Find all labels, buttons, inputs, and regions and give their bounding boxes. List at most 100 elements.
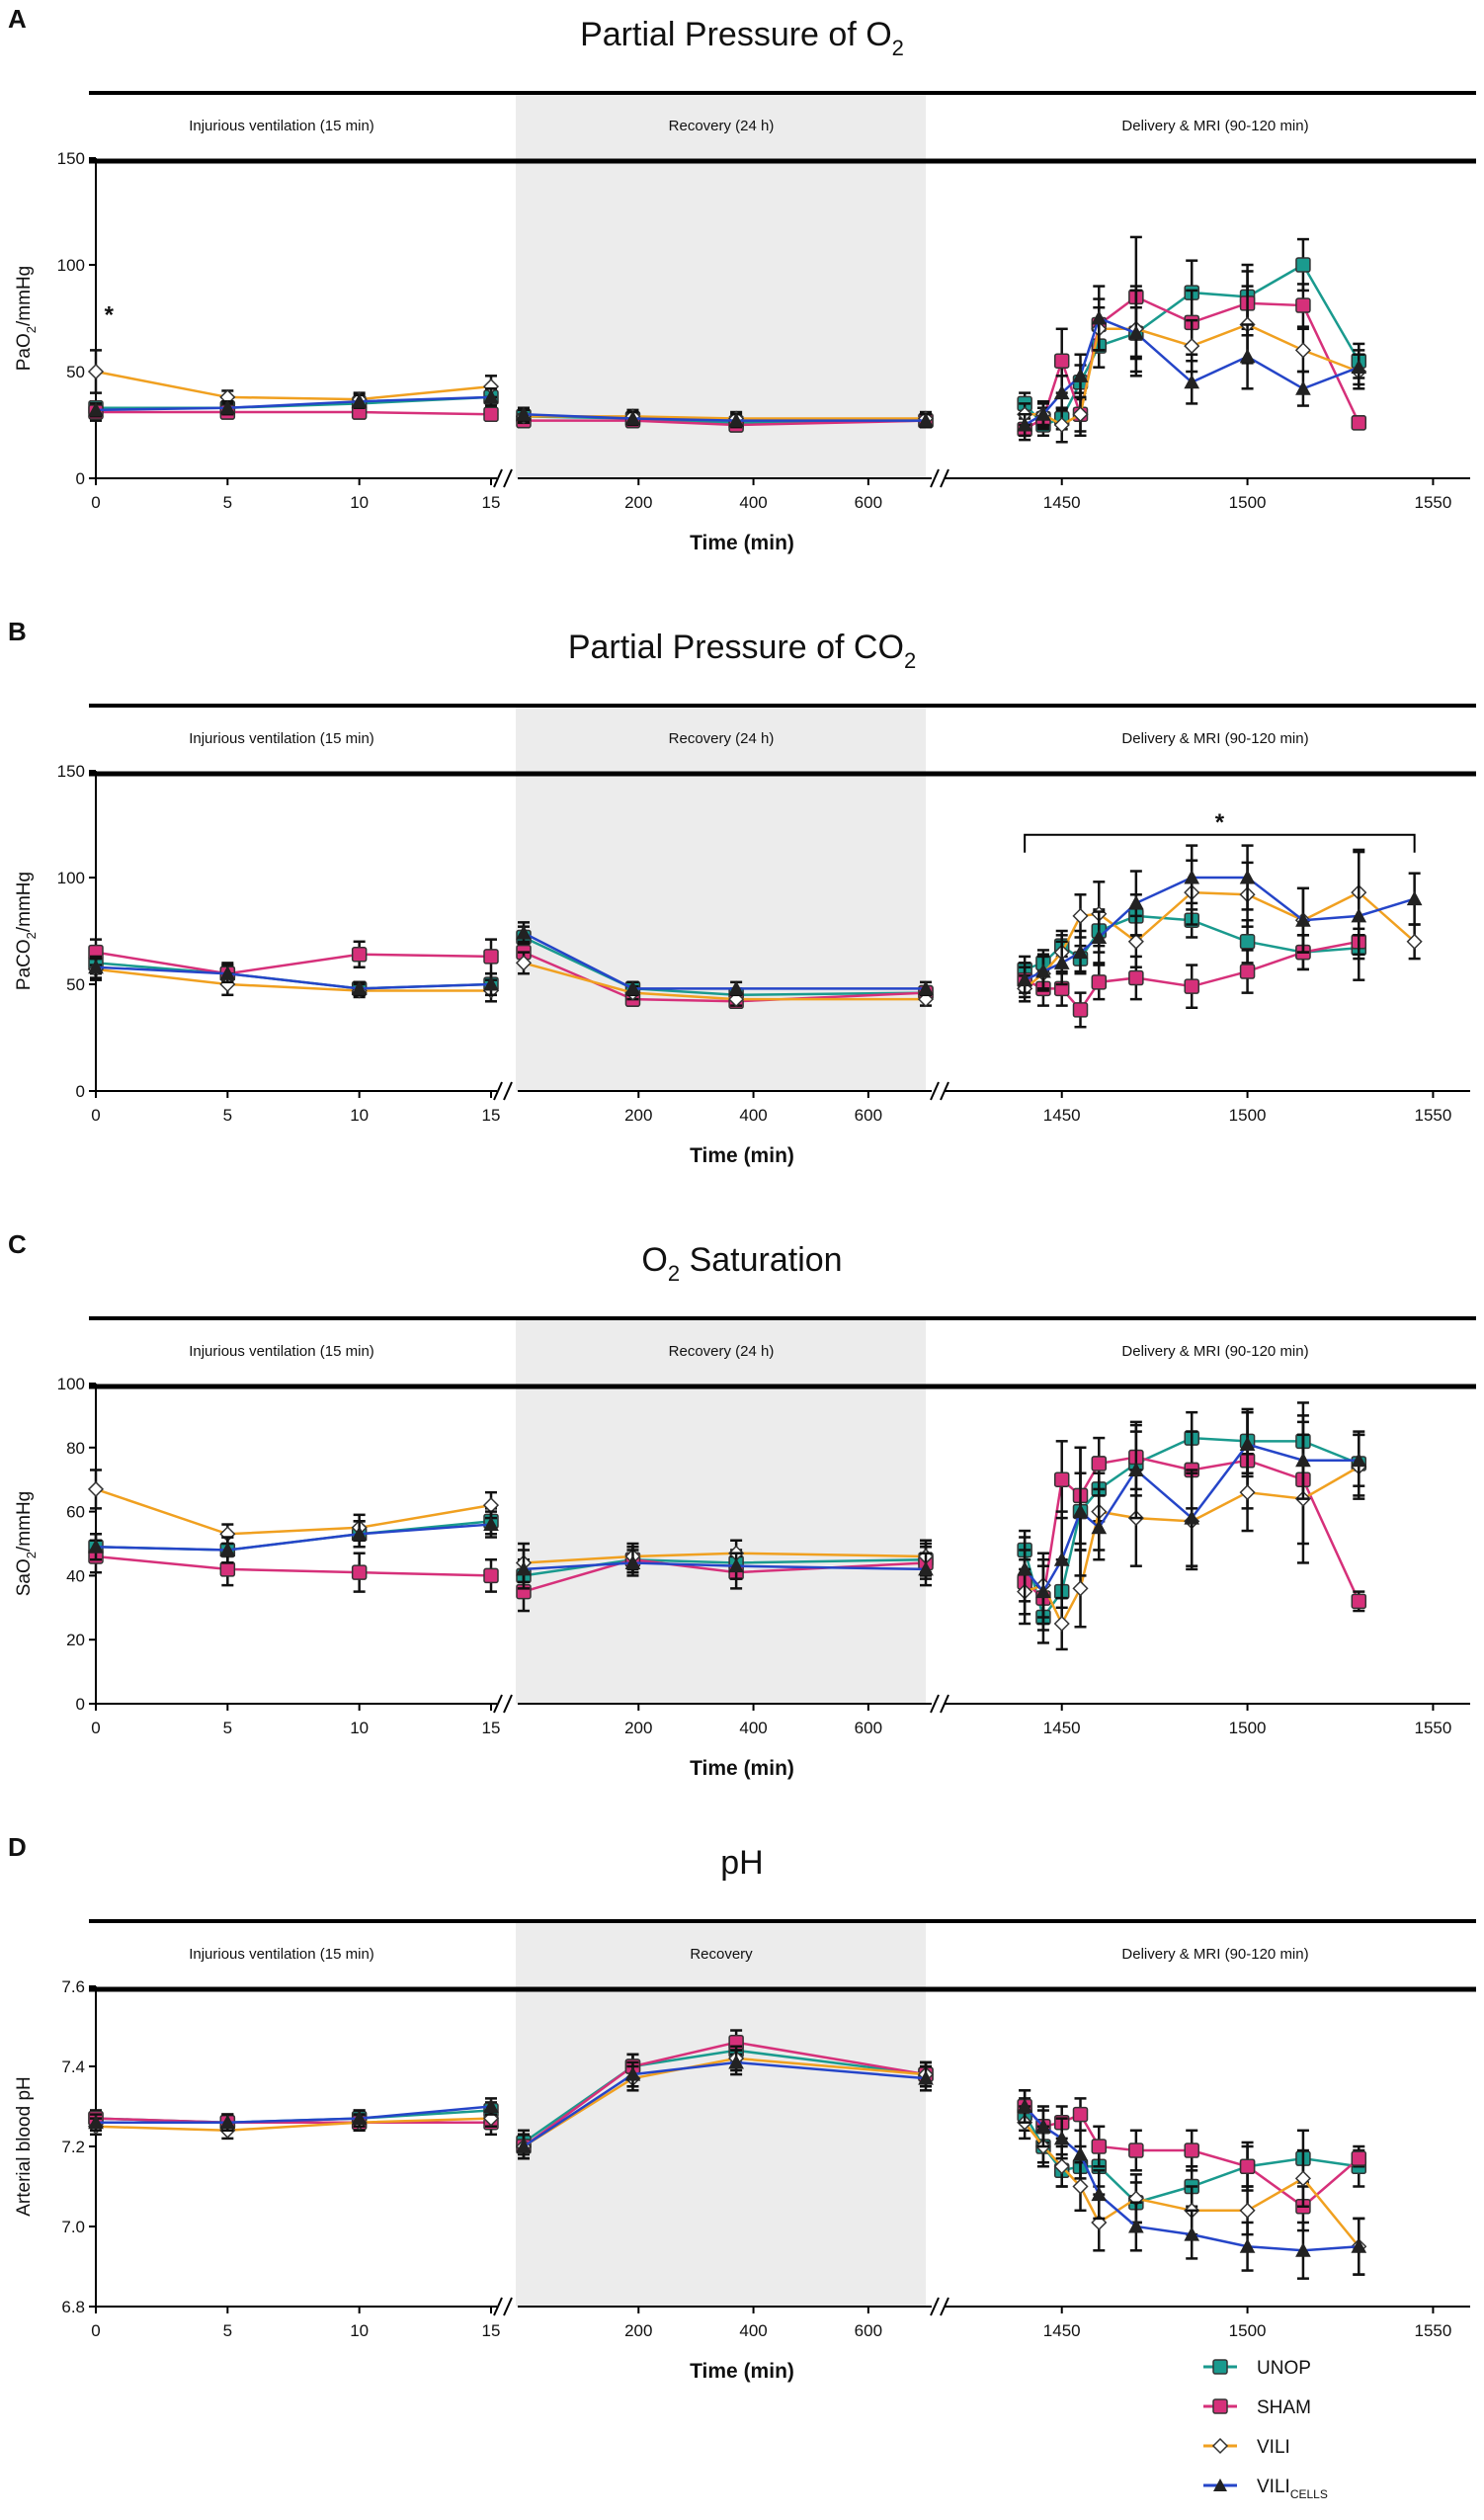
y-tick-label: 20 — [66, 1631, 85, 1649]
data-marker — [1091, 309, 1108, 325]
series-line — [523, 2041, 927, 2148]
phase-label-3: Delivery & MRI (90-120 min) — [1121, 118, 1308, 134]
x-tick-label: 600 — [855, 493, 882, 512]
data-marker — [87, 1480, 105, 1497]
data-marker — [1017, 971, 1032, 987]
y-tick-label: 150 — [57, 762, 85, 781]
data-marker — [918, 2070, 934, 2085]
data-marker — [1072, 406, 1089, 423]
data-marker — [1035, 1583, 1051, 1599]
data-marker — [88, 401, 104, 417]
data-marker — [483, 975, 499, 991]
data-marker — [1091, 974, 1108, 990]
x-tick-label: 1550 — [1415, 493, 1452, 512]
data-marker — [516, 2138, 532, 2153]
y-axis-label: SaO2/mmHg — [14, 1491, 39, 1597]
data-marker — [483, 406, 499, 422]
x-tick-label: 15 — [482, 1106, 501, 1125]
data-marker — [88, 959, 104, 974]
series-line — [523, 951, 927, 1003]
panel-letter: C — [8, 1229, 27, 1259]
phase-label-3: Delivery & MRI (90-120 min) — [1121, 1946, 1308, 1963]
axis-break-mark — [503, 1694, 513, 1714]
data-marker — [482, 1497, 500, 1514]
x-tick-label: 600 — [855, 1106, 882, 1125]
x-tick-label: 5 — [223, 493, 232, 512]
x-tick-label: 15 — [482, 2321, 501, 2340]
data-marker — [1035, 2118, 1051, 2134]
series-line — [95, 2117, 492, 2133]
series-line — [95, 395, 492, 412]
series-line — [95, 1487, 492, 1536]
data-marker — [728, 1557, 744, 1573]
y-tick-label: 60 — [66, 1503, 85, 1522]
data-marker — [1406, 890, 1423, 906]
data-marker — [1351, 907, 1367, 923]
series-line — [523, 1552, 927, 1564]
data-marker — [483, 388, 499, 404]
x-tick-label: 0 — [91, 2321, 100, 2340]
data-marker — [1091, 2186, 1108, 2202]
phase-label-1: Injurious ventilation (15 min) — [189, 1343, 374, 1360]
data-marker — [219, 1542, 236, 1556]
data-marker — [1091, 929, 1108, 944]
x-tick-label: 600 — [855, 2321, 882, 2340]
x-tick-label: 400 — [739, 1106, 767, 1125]
legend-marker — [1212, 2359, 1228, 2375]
data-marker — [1072, 2146, 1089, 2161]
data-marker — [1072, 944, 1089, 960]
x-tick-label: 10 — [350, 2321, 369, 2340]
x-tick-label: 15 — [482, 493, 501, 512]
y-tick-label: 7.6 — [61, 1977, 85, 1996]
data-marker — [87, 363, 105, 380]
axis-break-mark — [930, 1694, 940, 1714]
data-marker — [1053, 384, 1070, 400]
series-line — [1025, 323, 1360, 427]
data-marker — [624, 980, 641, 995]
data-marker — [1128, 969, 1144, 986]
x-tick-label: 1550 — [1415, 2321, 1452, 2340]
series-line — [95, 370, 492, 401]
data-marker — [219, 1561, 236, 1577]
phase-label-1: Injurious ventilation (15 min) — [189, 118, 374, 134]
x-tick-label: 1450 — [1043, 1719, 1081, 1737]
y-tick-label: 0 — [76, 1695, 85, 1714]
phase-label-2: Recovery (24 h) — [669, 1343, 775, 1360]
data-marker — [483, 2098, 499, 2113]
x-tick-label: 1450 — [1043, 493, 1081, 512]
data-marker — [516, 925, 532, 940]
data-marker — [1295, 380, 1311, 395]
axis-break-mark — [493, 2297, 503, 2316]
x-tick-label: 200 — [624, 1719, 652, 1737]
y-tick-label: 7.0 — [61, 2218, 85, 2236]
data-marker — [1295, 297, 1311, 313]
series-line — [523, 412, 926, 422]
series-line — [1024, 316, 1360, 427]
series-line — [95, 951, 492, 975]
data-marker — [1017, 2098, 1032, 2113]
data-marker — [1091, 2139, 1108, 2154]
data-marker — [1239, 1484, 1256, 1501]
axis-break-mark — [930, 2297, 940, 2316]
data-marker — [351, 980, 368, 995]
x-tick-label: 0 — [91, 1106, 100, 1125]
data-marker — [1295, 257, 1311, 273]
data-marker — [1091, 1456, 1108, 1471]
axis-break-mark — [940, 468, 949, 488]
data-marker — [351, 393, 368, 408]
series-line — [1024, 1466, 1360, 1627]
data-marker — [1295, 1452, 1311, 1468]
y-axis-label: PaCO2/mmHg — [14, 872, 39, 990]
data-marker — [918, 412, 934, 428]
data-marker — [1053, 2130, 1070, 2145]
x-tick-label: 10 — [350, 1719, 369, 1737]
data-marker — [88, 2114, 104, 2130]
data-marker — [1239, 869, 1256, 884]
data-marker — [624, 410, 641, 426]
data-marker — [1184, 2142, 1199, 2158]
x-axis-label: Time (min) — [690, 2360, 794, 2383]
data-marker — [1351, 2238, 1367, 2253]
y-tick-label: 40 — [66, 1566, 85, 1585]
y-tick-label: 0 — [76, 1082, 85, 1101]
